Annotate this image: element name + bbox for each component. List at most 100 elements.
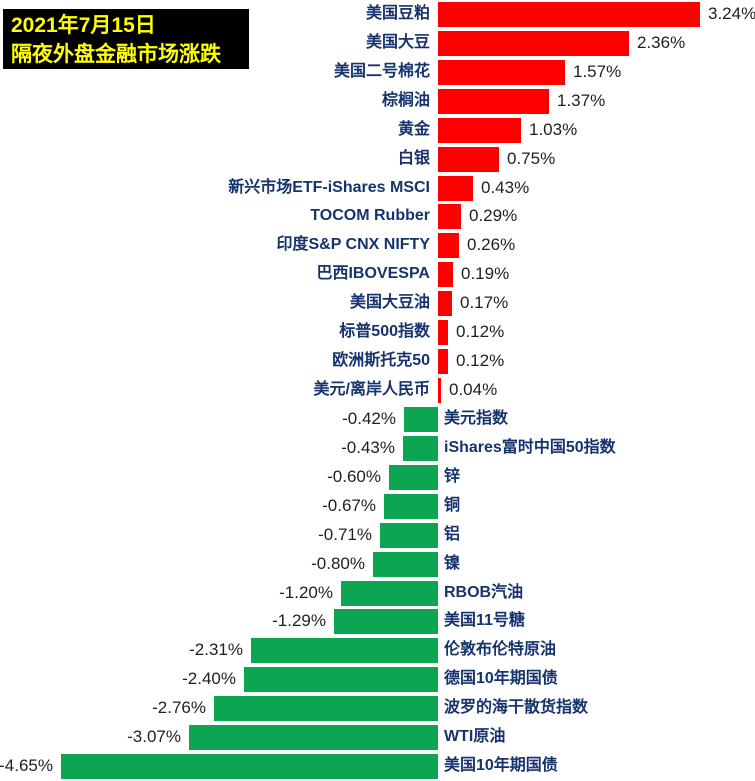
bar-negative [373, 551, 438, 577]
bar-positive [438, 88, 549, 114]
value-label: 1.57% [573, 61, 622, 81]
chart-row: RBOB汽油 -1.20% [0, 579, 755, 608]
category-label: 白银 [397, 149, 430, 167]
value-label: 0.12% [456, 351, 505, 371]
chart-row: 美国10年期国债 -4.65% [0, 752, 755, 781]
chart-row: 美国豆粕 3.24% [0, 0, 755, 29]
chart-row: 白银 0.75% [0, 145, 755, 174]
bar-positive [438, 117, 521, 143]
category-label: 德国10年期国债 [444, 670, 558, 688]
value-label: -0.71% [318, 524, 372, 544]
value-label: 1.37% [557, 90, 606, 110]
category-label: RBOB汽油 [444, 583, 524, 601]
value-label: 0.43% [481, 177, 530, 197]
category-label: 欧洲斯托克50 [332, 352, 430, 370]
value-label: 0.29% [469, 206, 518, 226]
bar-negative [389, 464, 438, 490]
category-label: 标普500指数 [339, 323, 430, 341]
category-label: 美国大豆 [365, 33, 430, 51]
chart-date: 2021年7月15日 [11, 14, 156, 37]
bar-negative [251, 638, 438, 664]
value-label: -0.67% [322, 495, 376, 515]
value-label: 3.24% [708, 4, 755, 23]
chart-row: 黄金 1.03% [0, 116, 755, 145]
value-label: -2.40% [182, 669, 236, 689]
chart-row: 美国大豆 2.36% [0, 29, 755, 58]
bar-positive [438, 146, 499, 172]
bar-negative [189, 725, 438, 751]
page-title: 隔夜外盘金融市场涨跌 [11, 43, 221, 66]
bar-positive [438, 204, 461, 230]
chart-row: 标普500指数 0.12% [0, 318, 755, 347]
value-label: -0.80% [311, 553, 365, 573]
chart-row: 锌 -0.60% [0, 463, 755, 492]
chart-row: 镍 -0.80% [0, 550, 755, 579]
chart-row: 巴西IBOVESPA 0.19% [0, 260, 755, 289]
bar-positive [438, 233, 459, 259]
value-label: -0.60% [327, 466, 381, 486]
category-label: iShares富时中国50指数 [444, 438, 616, 456]
category-label: 美国豆粕 [365, 5, 430, 22]
title-card: 2021年7月15日 隔夜外盘金融市场涨跌 [3, 9, 249, 69]
category-label: 美元/离岸人民币 [313, 381, 430, 399]
value-label: 0.12% [456, 322, 505, 342]
value-label: -2.31% [189, 640, 243, 660]
category-label: 铜 [444, 496, 461, 514]
category-label: 美国二号棉花 [333, 62, 430, 80]
bar-negative [404, 406, 438, 432]
chart-row: WTI原油 -3.07% [0, 723, 755, 752]
chart-row: 铝 -0.71% [0, 521, 755, 550]
category-label: 波罗的海干散货指数 [444, 699, 589, 717]
value-label: 0.75% [507, 148, 556, 168]
category-label: 棕榈油 [381, 91, 430, 109]
value-label: -3.07% [127, 727, 181, 747]
value-label: 0.04% [449, 380, 498, 400]
bar-positive [438, 291, 452, 317]
chart-row: 美国大豆油 0.17% [0, 289, 755, 318]
chart-row: TOCOM Rubber 0.29% [0, 202, 755, 231]
value-label: -0.43% [341, 437, 395, 457]
value-label: 1.03% [529, 119, 578, 139]
chart-row: 波罗的海干散货指数 -2.76% [0, 694, 755, 723]
chart-row: 美国二号棉花 1.57% [0, 58, 755, 87]
bar-negative [341, 580, 438, 606]
chart-row: 美元/离岸人民币 0.04% [0, 376, 755, 405]
bar-positive [438, 30, 629, 56]
bar-positive [438, 378, 441, 404]
category-label: 黄金 [397, 120, 430, 138]
chart-row: 棕榈油 1.37% [0, 87, 755, 116]
chart-row: 铜 -0.67% [0, 492, 755, 521]
chart-row: iShares富时中国50指数 -0.43% [0, 434, 755, 463]
category-label: 美国11号糖 [444, 612, 525, 630]
bar-positive [438, 59, 565, 85]
category-label: 锌 [444, 467, 461, 485]
chart-row: 伦敦布伦特原油 -2.31% [0, 636, 755, 665]
bar-negative [61, 754, 438, 780]
category-label: 美元指数 [444, 409, 509, 427]
bar-negative [403, 435, 438, 461]
category-label: 美国大豆油 [349, 294, 430, 312]
value-label: 2.36% [637, 32, 686, 52]
category-label: 巴西IBOVESPA [316, 265, 430, 283]
category-label: 伦敦布伦特原油 [444, 641, 557, 659]
chart-row: 欧洲斯托克50 0.12% [0, 347, 755, 376]
bar-positive [438, 320, 448, 346]
bar-negative [334, 609, 438, 635]
category-label: WTI原油 [444, 728, 506, 746]
bar-positive [438, 175, 473, 201]
category-label: 美国10年期国债 [444, 757, 558, 775]
chart-row: 德国10年期国债 -2.40% [0, 665, 755, 694]
value-label: 0.17% [460, 293, 509, 313]
value-label: -2.76% [152, 698, 206, 718]
value-label: -1.29% [272, 611, 326, 631]
category-label: 镍 [444, 554, 461, 572]
value-label: -1.20% [279, 582, 333, 602]
bar-negative [384, 493, 438, 519]
chart-row: 新兴市场ETF-iShares MSCI 0.43% [0, 174, 755, 203]
category-label: 印度S&P CNX NIFTY [276, 236, 430, 254]
value-label: -0.42% [342, 408, 396, 428]
chart-row: 美国11号糖 -1.29% [0, 607, 755, 636]
value-label: 0.26% [467, 235, 516, 255]
